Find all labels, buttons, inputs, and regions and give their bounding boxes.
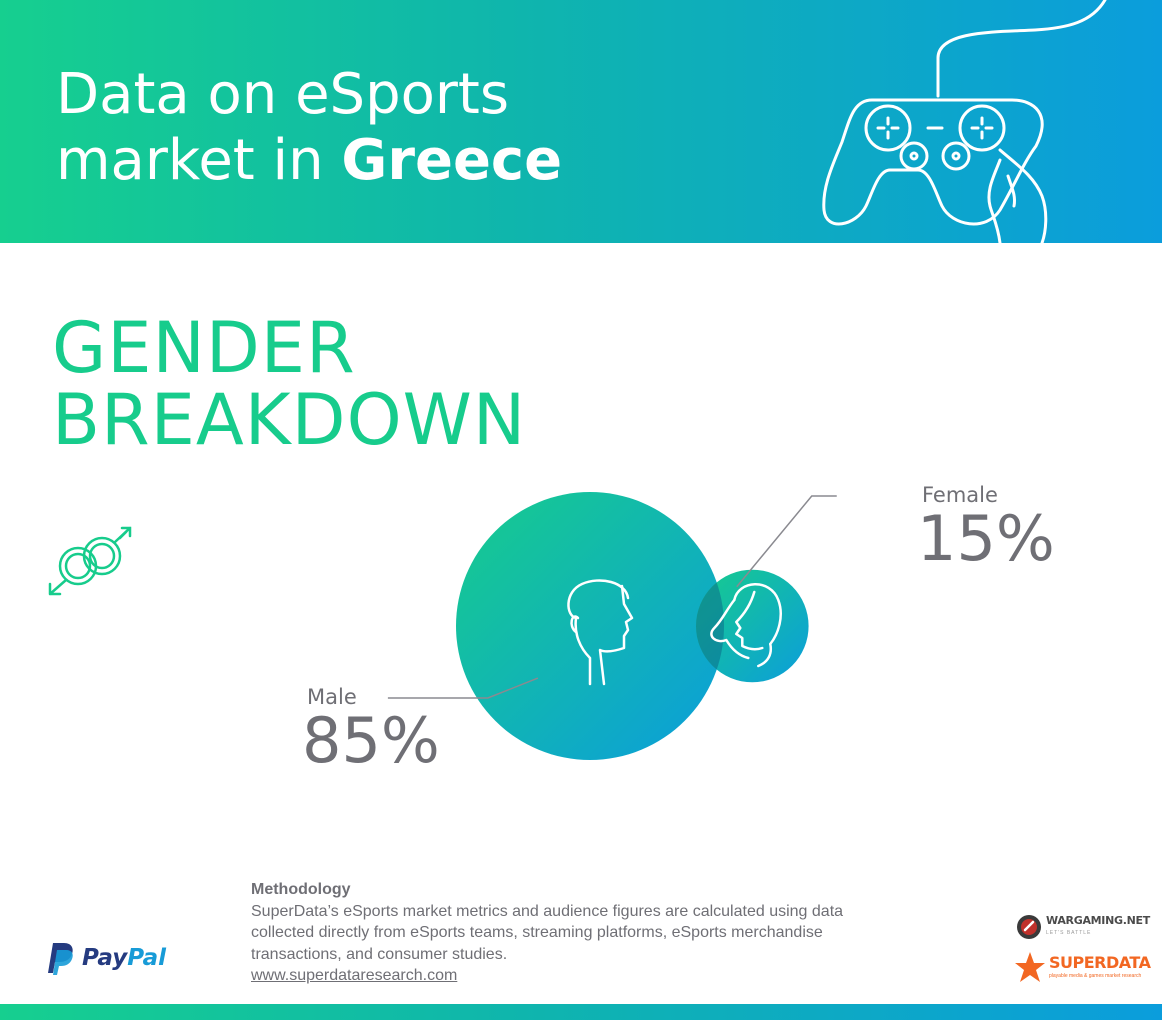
bubble-male xyxy=(456,492,724,760)
footer-bar xyxy=(0,1004,1162,1020)
female-percentage: 15% xyxy=(917,502,1055,575)
bubble-female xyxy=(696,569,809,683)
page-title: Data on eSports market in Greece xyxy=(56,62,562,194)
wargaming-tagline: LET'S BATTLE xyxy=(1046,930,1092,936)
page-title-line1: Data on eSports xyxy=(56,62,510,127)
page-title-country: Greece xyxy=(341,128,563,193)
methodology-link[interactable]: www.superdataresearch.com xyxy=(251,967,458,984)
wargaming-emblem-icon xyxy=(1017,915,1041,939)
male-head-icon xyxy=(567,579,634,686)
star-icon xyxy=(1015,952,1045,982)
gender-symbols-icon xyxy=(48,526,132,596)
section-title-line2: BREAKDOWN xyxy=(52,379,527,461)
paypal-wordmark: PayPal xyxy=(82,945,166,971)
superdata-logo: SUPERDATA playable media & games market … xyxy=(1014,950,1151,984)
leader-line-male xyxy=(387,677,539,699)
female-head-icon xyxy=(710,583,782,668)
wargaming-logo: WARGAMING.NET LET'S BATTLE xyxy=(1016,910,1150,944)
section-title: GENDER BREAKDOWN xyxy=(52,312,526,456)
header-banner: Data on eSports market in Greece xyxy=(0,0,1162,243)
leader-line-female xyxy=(736,495,837,588)
page-title-line2: market in xyxy=(56,128,342,193)
superdata-name: SUPERDATA xyxy=(1049,952,1151,972)
methodology-line3: transactions, and consumer studies. xyxy=(251,945,508,963)
methodology-title: Methodology xyxy=(251,881,351,898)
paypal-word-pay: Pay xyxy=(82,945,128,971)
game-controller-icon xyxy=(822,0,1107,243)
methodology-block: Methodology SuperData’s eSports market m… xyxy=(251,879,951,987)
methodology-line1: SuperData’s eSports market metrics and a… xyxy=(251,902,844,920)
methodology-line2: collected directly from eSports teams, s… xyxy=(251,924,823,941)
male-percentage: 85% xyxy=(302,704,440,777)
paypal-p-icon xyxy=(48,943,73,975)
wargaming-name: WARGAMING.NET xyxy=(1046,914,1150,927)
paypal-word-pal: Pal xyxy=(127,945,166,971)
female-label: Female xyxy=(922,483,998,507)
paypal-logo: PayPal xyxy=(44,940,166,976)
section-title-line1: GENDER xyxy=(52,307,356,389)
male-label: Male xyxy=(307,685,357,709)
gender-bubble-chart xyxy=(387,492,837,760)
superdata-tagline: playable media & games market research xyxy=(1049,972,1142,979)
